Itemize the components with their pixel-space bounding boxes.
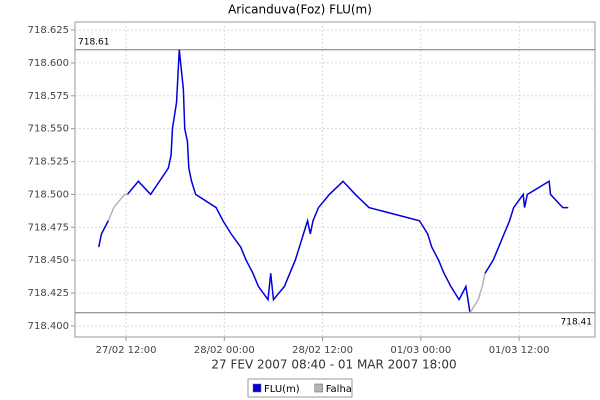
y-tick-label: 718.625 [28, 25, 69, 36]
y-tick-label: 718.450 [28, 255, 69, 266]
chart-title: Aricanduva(Foz) FLU(m) [228, 3, 372, 17]
legend-swatch [252, 383, 262, 393]
x-axis-label: 27 FEV 2007 08:40 - 01 MAR 2007 18:00 [211, 358, 456, 372]
y-tick-label: 718.575 [28, 91, 69, 102]
series-line [107, 193, 486, 314]
reference-label: 718.61 [78, 37, 110, 47]
legend [247, 378, 353, 398]
x-tick-label: 01/03 00:00 [390, 345, 451, 356]
y-tick-label: 718.600 [28, 58, 69, 69]
series-line [98, 49, 569, 313]
y-tick-label: 718.525 [28, 157, 69, 168]
y-tick-label: 718.475 [28, 222, 69, 233]
legend-swatch [314, 383, 323, 393]
plot-area [74, 21, 596, 338]
y-tick-label: 718.400 [28, 321, 69, 332]
y-tick-label: 718.550 [28, 124, 69, 135]
x-tick-label: 27/02 12:00 [96, 345, 157, 356]
y-tick-label: 718.425 [28, 288, 69, 299]
reference-label: 718.41 [561, 317, 593, 327]
legend-label: Falha [326, 384, 352, 395]
x-tick-label: 01/03 12:00 [489, 345, 550, 356]
legend-label: FLU(m) [264, 384, 300, 395]
y-tick-label: 718.500 [28, 189, 69, 200]
x-tick-label: 28/02 00:00 [194, 345, 255, 356]
x-tick-label: 28/02 12:00 [292, 345, 353, 356]
